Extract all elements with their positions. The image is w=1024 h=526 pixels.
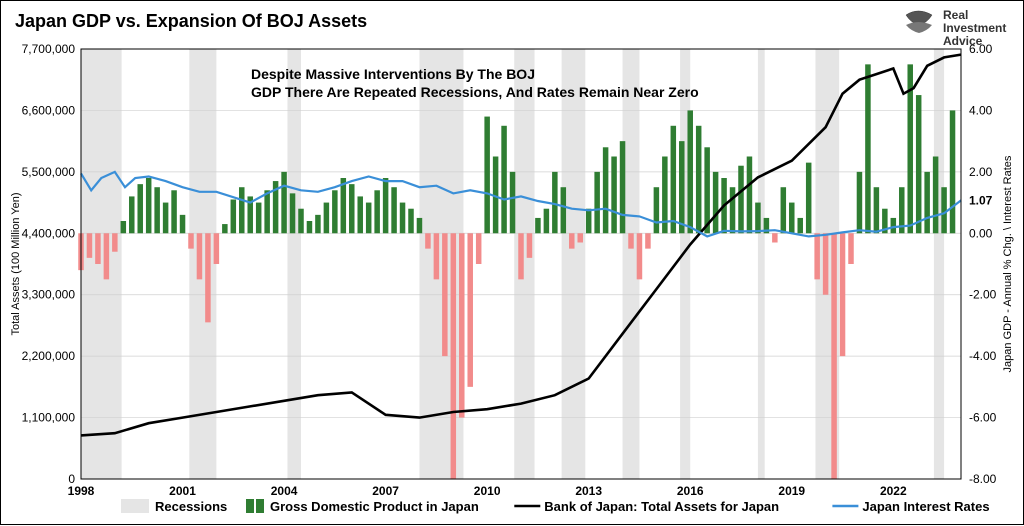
legend-label: Recessions xyxy=(155,499,227,514)
left-tick: 7,700,000 xyxy=(22,42,76,56)
right-tick-highlight: 1.07 xyxy=(969,193,993,207)
legend-label: Japan Interest Rates xyxy=(862,499,989,514)
left-tick: 4,400,000 xyxy=(22,226,76,240)
right-axis-ticks: -8.00-6.00-4.00-2.000.002.004.006.001.07 xyxy=(969,42,997,486)
right-tick: -6.00 xyxy=(969,411,997,425)
x-tick: 2004 xyxy=(271,484,298,498)
right-tick: 2.00 xyxy=(969,165,993,179)
x-tick: 2001 xyxy=(169,484,196,498)
right-axis-title: Japan GDP - Annual % Chg. \ Interest Rat… xyxy=(1002,155,1014,372)
left-tick: 5,500,000 xyxy=(22,165,76,179)
left-tick: 6,600,000 xyxy=(22,103,76,117)
logo-text-2: Investment xyxy=(943,21,1006,35)
chart-svg: 01,100,0002,200,0003,300,0004,400,0005,5… xyxy=(1,1,1024,526)
left-tick: 3,300,000 xyxy=(22,288,76,302)
subtitle-1: Despite Massive Interventions By The BOJ xyxy=(251,66,535,82)
right-tick: -8.00 xyxy=(969,472,997,486)
legend-label: Bank of Japan: Total Assets for Japan xyxy=(544,499,779,514)
right-tick: -4.00 xyxy=(969,349,997,363)
logo-text-1: Real xyxy=(943,8,968,22)
x-tick: 1998 xyxy=(68,484,95,498)
legend: Recessions Gross Domestic Product in Japa… xyxy=(121,499,990,514)
right-tick: 4.00 xyxy=(969,103,993,117)
x-tick: 2022 xyxy=(880,484,907,498)
left-tick: 2,200,000 xyxy=(22,349,76,363)
right-tick: 0.00 xyxy=(969,226,993,240)
x-tick: 2010 xyxy=(474,484,501,498)
left-axis-title: Total Assets (100 Million Yen) xyxy=(10,192,22,335)
legend-label: Gross Domestic Product in Japan xyxy=(270,499,479,514)
chart-container: 01,100,0002,200,0003,300,0004,400,0005,5… xyxy=(0,0,1024,525)
right-tick: -2.00 xyxy=(969,288,997,302)
x-tick: 2007 xyxy=(372,484,399,498)
chart-title: Japan GDP vs. Expansion Of BOJ Assets xyxy=(15,11,367,31)
x-tick: 2013 xyxy=(575,484,602,498)
logo-text-3: Advice xyxy=(943,34,983,48)
left-tick: 1,100,000 xyxy=(22,411,76,425)
x-tick: 2019 xyxy=(778,484,805,498)
subtitle-2: GDP There Are Repeated Recessions, And R… xyxy=(251,84,699,100)
x-tick: 2016 xyxy=(677,484,704,498)
x-axis-ticks: 1998 2001 2004 2007 2010 2013 2016 2019 2022 xyxy=(68,484,907,498)
